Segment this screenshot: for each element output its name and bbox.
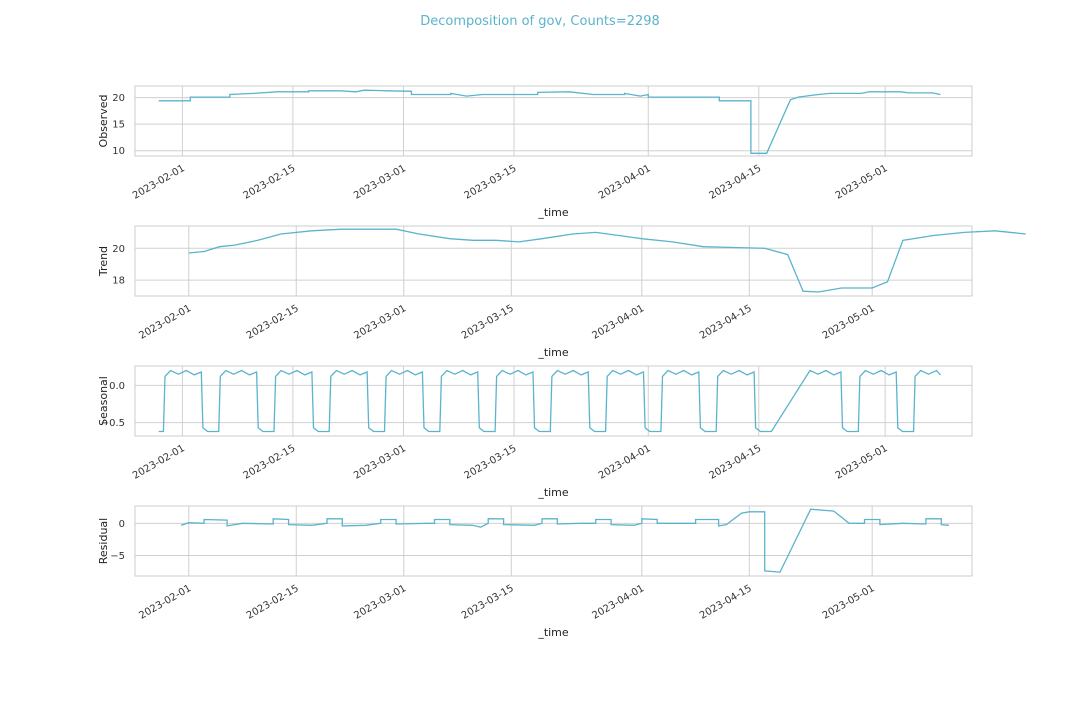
plot-frame — [134, 225, 973, 297]
y-axis-label: Observed — [97, 95, 110, 148]
x-tick-label: 2023-04-15 — [698, 303, 754, 342]
y-tick-label: −0.5 — [101, 418, 125, 429]
x-axis-label: _time — [537, 486, 569, 499]
x-tick-label: 2023-04-15 — [707, 443, 763, 482]
x-tick-label: 2023-03-15 — [463, 163, 519, 202]
y-tick-label: 10 — [112, 146, 125, 157]
y-tick-label: 0.0 — [109, 381, 125, 392]
subplot-residual: −5 0 2023-02-01 2023-02-15 2023-03-01 2023-03… — [97, 505, 973, 639]
subplot-observed: 10 15 20 2023-02-01 2023-02-15 2023-03-01 2023… — [97, 85, 973, 219]
x-tick-label: 2023-02-01 — [131, 443, 187, 482]
y-axis-label: Seasonal — [97, 376, 110, 426]
x-tick-label: 2023-03-01 — [352, 163, 408, 202]
x-tick-label: 2023-02-15 — [245, 583, 301, 622]
x-tick-label: 2023-04-15 — [698, 583, 754, 622]
x-tick-label: 2023-04-01 — [597, 163, 653, 202]
x-axis-label: _time — [537, 346, 569, 359]
y-tick-label: 20 — [112, 244, 125, 255]
x-tick-label: 2023-03-01 — [352, 443, 408, 482]
x-tick-label: 2023-02-15 — [242, 163, 298, 202]
x-axis-label: _time — [537, 206, 569, 219]
x-tick-label: 2023-03-15 — [463, 443, 519, 482]
y-tick-label: 20 — [112, 93, 125, 104]
x-tick-label: 2023-04-01 — [590, 583, 646, 622]
series-line-trend — [188, 228, 1026, 293]
figure-title: Decomposition of gov, Counts=2298 — [420, 14, 660, 29]
series-line-observed — [158, 89, 941, 154]
y-tick-label: −5 — [110, 551, 125, 562]
x-tick-label: 2023-04-01 — [597, 443, 653, 482]
x-tick-label: 2023-05-01 — [821, 583, 877, 622]
subplot-trend: 18 20 2023-02-01 2023-02-15 2023-03-01 2023-0… — [97, 225, 1026, 359]
x-tick-label: 2023-04-01 — [590, 303, 646, 342]
x-axis-label: _time — [537, 626, 569, 639]
x-tick-label: 2023-02-15 — [242, 443, 298, 482]
x-tick-label: 2023-05-01 — [834, 163, 890, 202]
x-tick-label: 2023-02-01 — [137, 583, 193, 622]
x-tick-label: 2023-02-01 — [131, 163, 187, 202]
y-axis-label: Residual — [97, 518, 110, 564]
x-tick-label: 2023-03-01 — [352, 583, 408, 622]
y-tick-label: 15 — [112, 120, 125, 131]
x-tick-label: 2023-05-01 — [821, 303, 877, 342]
plot-frame — [134, 365, 973, 437]
series-line-seasonal — [158, 369, 941, 433]
x-tick-label: 2023-03-15 — [460, 303, 516, 342]
x-tick-label: 2023-02-01 — [137, 303, 193, 342]
x-tick-label: 2023-04-15 — [707, 163, 763, 202]
y-tick-label: 0 — [119, 519, 125, 530]
subplot-stack: 10 15 20 2023-02-01 2023-02-15 2023-03-01 2023… — [97, 85, 1026, 639]
y-axis-label: Trend — [97, 246, 110, 277]
plot-frame — [134, 85, 973, 157]
x-tick-label: 2023-02-15 — [245, 303, 301, 342]
x-tick-label: 2023-03-15 — [460, 583, 516, 622]
y-tick-label: 18 — [112, 276, 125, 287]
x-tick-label: 2023-03-01 — [352, 303, 408, 342]
series-line-residual — [180, 508, 950, 573]
plot-frame — [134, 505, 973, 577]
subplot-seasonal: −0.5 0.0 2023-02-01 2023-02-15 2023-03-01 202… — [97, 365, 973, 499]
x-tick-label: 2023-05-01 — [834, 443, 890, 482]
